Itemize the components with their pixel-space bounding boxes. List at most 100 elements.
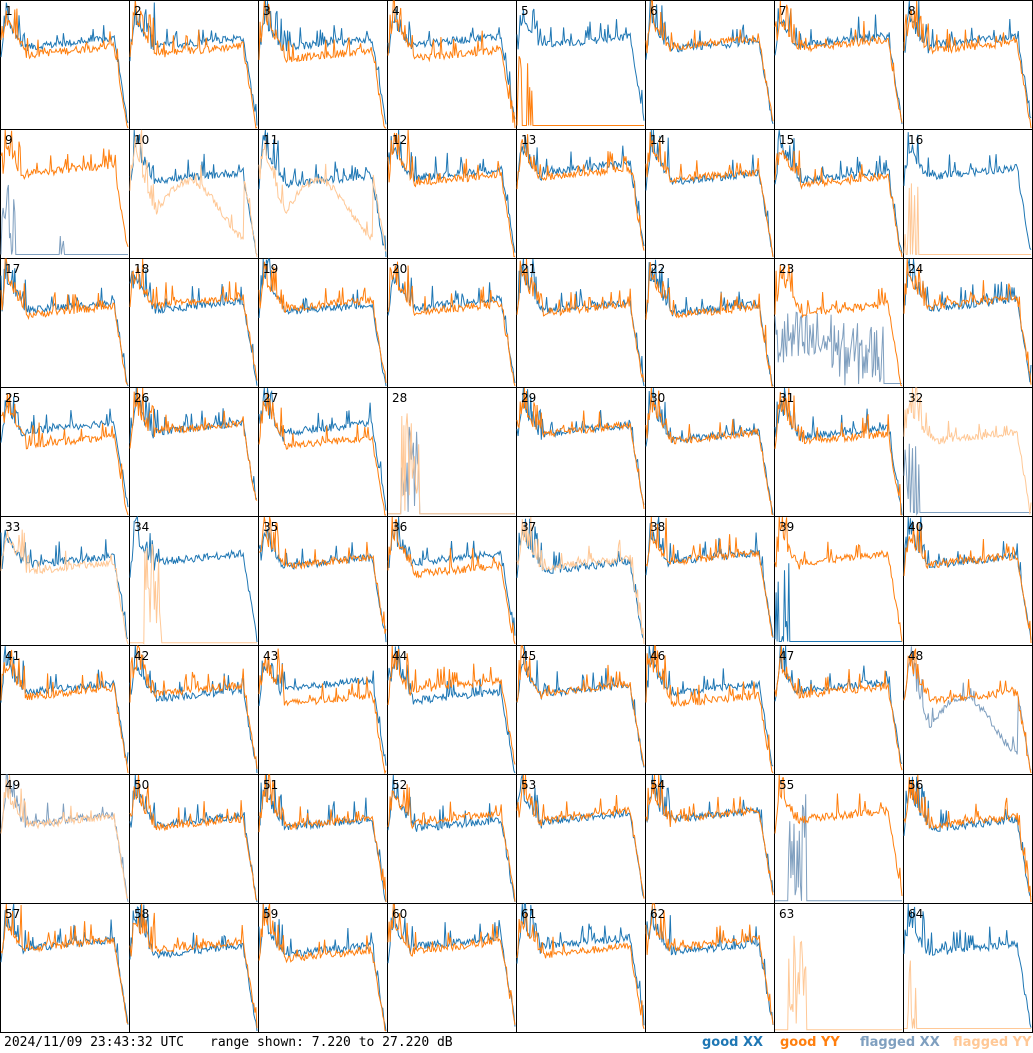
tile-29: 29 bbox=[516, 387, 646, 517]
series-xx-tile-32 bbox=[903, 443, 1031, 516]
tile-label: 13 bbox=[521, 133, 536, 147]
series-yy-tile-38 bbox=[645, 516, 774, 638]
tile-frame bbox=[903, 387, 1033, 517]
series-xx-tile-50 bbox=[129, 774, 258, 903]
tile-label: 21 bbox=[521, 262, 536, 276]
tile-frame bbox=[516, 645, 646, 775]
tile-36: 36 bbox=[387, 516, 517, 646]
tile-9: 9 bbox=[0, 129, 130, 259]
series-yy-tile-34 bbox=[130, 543, 257, 645]
tile-frame bbox=[0, 645, 130, 775]
tile-frame bbox=[903, 258, 1033, 388]
series-xx-tile-7 bbox=[774, 8, 903, 125]
tile-19: 19 bbox=[258, 258, 388, 388]
series-yy-tile-35 bbox=[258, 516, 387, 634]
series-yy-tile-57 bbox=[0, 903, 129, 1025]
tile-50: 50 bbox=[129, 774, 259, 904]
series-xx-tile-1 bbox=[0, 2, 129, 124]
tile-52: 52 bbox=[387, 774, 517, 904]
tile-62: 62 bbox=[645, 903, 775, 1033]
tile-label: 63 bbox=[779, 907, 794, 921]
tile-frame bbox=[516, 258, 646, 388]
tile-12: 12 bbox=[387, 129, 517, 259]
tile-label: 33 bbox=[5, 520, 20, 534]
tile-28: 28 bbox=[387, 387, 517, 517]
tile-label: 58 bbox=[134, 907, 149, 921]
series-xx-tile-64 bbox=[903, 903, 1032, 1028]
series-xx-tile-22 bbox=[645, 259, 774, 387]
tile-label: 41 bbox=[5, 649, 20, 663]
tile-label: 8 bbox=[908, 4, 916, 18]
tile-frame bbox=[903, 774, 1033, 904]
tile-frame bbox=[129, 258, 259, 388]
tile-frame bbox=[258, 258, 388, 388]
tile-label: 29 bbox=[521, 391, 536, 405]
tile-label: 46 bbox=[650, 649, 665, 663]
tile-frame bbox=[258, 129, 388, 259]
tile-frame bbox=[258, 516, 388, 646]
tile-17: 17 bbox=[0, 258, 130, 388]
series-yy-tile-1 bbox=[0, 8, 129, 129]
tile-frame bbox=[774, 903, 904, 1033]
tile-frame bbox=[387, 516, 517, 646]
tile-label: 27 bbox=[263, 391, 278, 405]
tile-label: 39 bbox=[779, 520, 794, 534]
tile-25: 25 bbox=[0, 387, 130, 517]
tile-label: 64 bbox=[908, 907, 923, 921]
tile-frame bbox=[0, 258, 130, 388]
tile-label: 11 bbox=[263, 133, 278, 147]
tile-frame bbox=[774, 0, 904, 130]
series-yy-tile-16 bbox=[903, 183, 1031, 255]
series-yy-tile-40 bbox=[903, 522, 1032, 644]
tile-label: 38 bbox=[650, 520, 665, 534]
tile-10: 10 bbox=[129, 129, 259, 259]
tile-41: 41 bbox=[0, 645, 130, 775]
series-xx-tile-56 bbox=[903, 776, 1032, 897]
series-yy-tile-26 bbox=[129, 387, 258, 501]
legend-flagged-yy: flagged YY bbox=[953, 1035, 1032, 1050]
series-yy-tile-19 bbox=[258, 261, 387, 384]
tile-46: 46 bbox=[645, 645, 775, 775]
tile-label: 2 bbox=[134, 4, 142, 18]
series-yy-tile-9 bbox=[0, 129, 129, 247]
tile-frame bbox=[258, 387, 388, 517]
tile-1: 1 bbox=[0, 0, 130, 130]
tile-label: 25 bbox=[5, 391, 20, 405]
series-yy-tile-32 bbox=[903, 387, 1032, 515]
tile-label: 32 bbox=[908, 391, 923, 405]
tile-22: 22 bbox=[645, 258, 775, 388]
tile-frame bbox=[516, 903, 646, 1033]
series-xx-tile-15 bbox=[774, 129, 903, 254]
series-yy-tile-48 bbox=[903, 647, 1032, 774]
series-xx-tile-4 bbox=[387, 8, 516, 119]
series-xx-tile-33 bbox=[0, 530, 129, 639]
series-yy-tile-64 bbox=[904, 960, 1031, 1029]
tile-label: 61 bbox=[521, 907, 536, 921]
series-yy-tile-7 bbox=[774, 0, 903, 123]
series-xx-tile-23 bbox=[774, 311, 902, 386]
tile-31: 31 bbox=[774, 387, 904, 517]
tile-label: 10 bbox=[134, 133, 149, 147]
tile-frame bbox=[387, 387, 517, 517]
series-yy-tile-51 bbox=[258, 774, 387, 903]
series-yy-tile-18 bbox=[129, 258, 258, 381]
series-yy-tile-39 bbox=[774, 516, 903, 642]
tile-label: 12 bbox=[392, 133, 407, 147]
tile-label: 44 bbox=[392, 649, 407, 663]
tile-frame bbox=[129, 645, 259, 775]
series-yy-tile-25 bbox=[0, 393, 129, 516]
series-yy-tile-62 bbox=[645, 903, 774, 1025]
tile-27: 27 bbox=[258, 387, 388, 517]
tile-label: 49 bbox=[5, 778, 20, 792]
tile-label: 48 bbox=[908, 649, 923, 663]
tile-frame bbox=[516, 516, 646, 646]
tile-label: 14 bbox=[650, 133, 665, 147]
tile-8: 8 bbox=[903, 0, 1033, 130]
tile-label: 37 bbox=[521, 520, 536, 534]
tile-label: 59 bbox=[263, 907, 278, 921]
tile-frame bbox=[387, 258, 517, 388]
tile-21: 21 bbox=[516, 258, 646, 388]
series-yy-tile-37 bbox=[516, 516, 645, 645]
tile-34: 34 bbox=[129, 515, 259, 646]
tile-label: 18 bbox=[134, 262, 149, 276]
